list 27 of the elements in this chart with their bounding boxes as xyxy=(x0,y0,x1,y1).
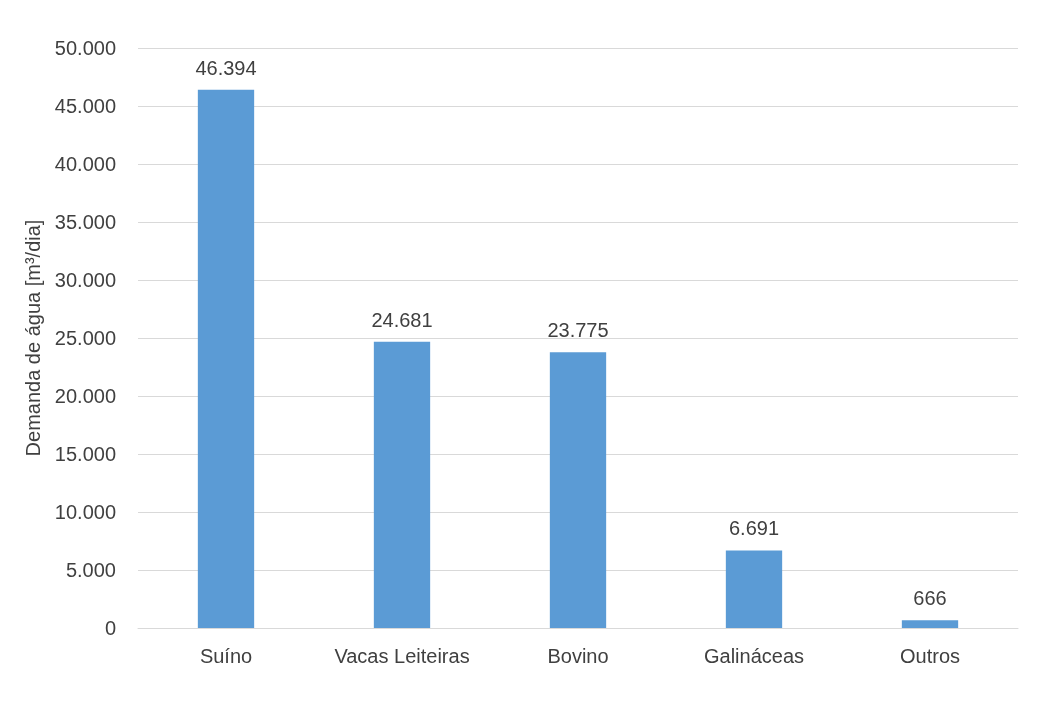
y-tick-label: 5.000 xyxy=(65,559,116,581)
bar xyxy=(901,620,959,628)
y-tick-label: 10.000 xyxy=(54,501,116,523)
y-tick-label: 40.000 xyxy=(54,153,116,175)
y-tick-label: 45.000 xyxy=(54,95,116,117)
y-tick-label: 0 xyxy=(104,617,116,639)
data-label: 46.394 xyxy=(195,56,257,79)
data-label: 6.691 xyxy=(728,517,780,540)
bar xyxy=(197,89,255,628)
x-tick-label: Suíno xyxy=(199,645,253,667)
bar xyxy=(549,352,607,628)
x-tick-label: Vacas Leiteiras xyxy=(334,645,470,667)
data-label: 24.681 xyxy=(371,308,433,331)
x-tick-label: Galináceas xyxy=(703,645,805,667)
bar xyxy=(725,550,783,628)
y-tick-label: 35.000 xyxy=(54,211,116,233)
data-label: 23.775 xyxy=(547,319,609,342)
bar xyxy=(373,341,431,628)
data-label: 666 xyxy=(913,587,947,610)
x-tick-label: Bovino xyxy=(547,645,609,667)
y-tick-label: 50.000 xyxy=(54,37,116,59)
y-tick-label: 30.000 xyxy=(54,269,116,291)
y-tick-label: 20.000 xyxy=(54,385,116,407)
y-axis-title: Demanda de água [m³/dia] xyxy=(22,219,44,457)
y-tick-label: 15.000 xyxy=(54,443,116,465)
y-tick-label: 25.000 xyxy=(54,327,116,349)
x-tick-label: Outros xyxy=(899,645,961,667)
